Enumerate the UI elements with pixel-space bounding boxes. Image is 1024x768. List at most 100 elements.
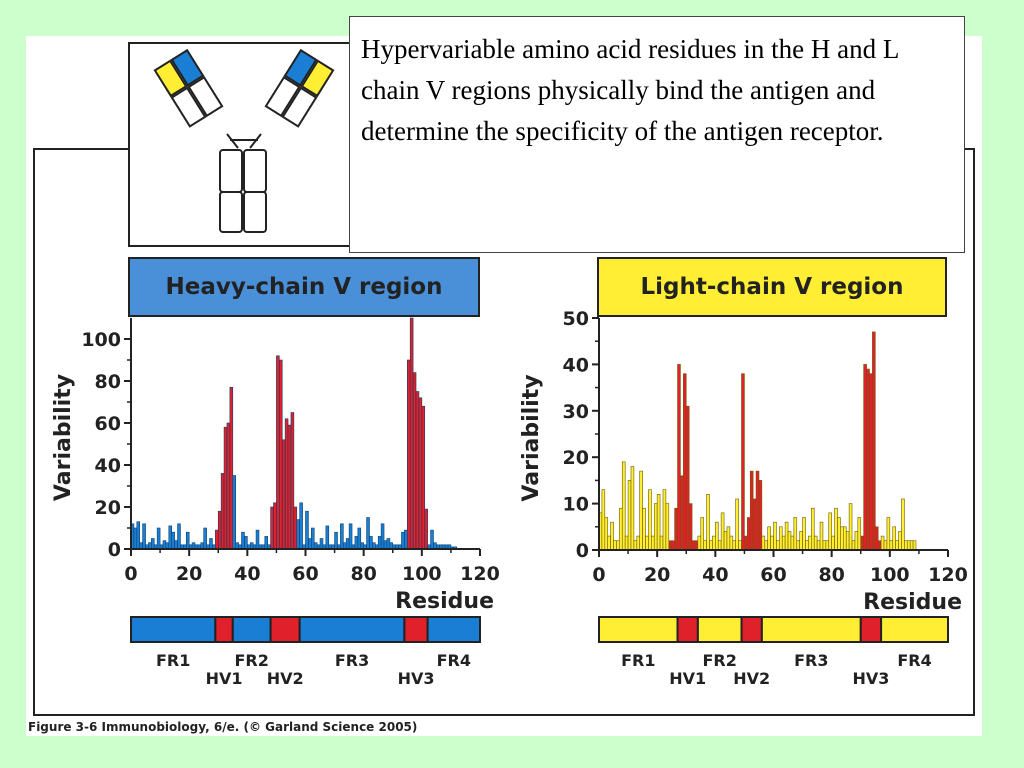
light-bar	[889, 540, 894, 551]
heavy-region-label: FR4	[437, 651, 471, 670]
light-bar	[880, 535, 885, 551]
heavy-bar	[279, 359, 283, 550]
light-bar	[735, 498, 739, 551]
light-bar	[784, 521, 789, 551]
heavy-bar	[421, 405, 426, 550]
heavy-bar	[311, 527, 315, 550]
light-bar	[860, 535, 864, 551]
light-region-segment	[696, 616, 743, 643]
heavy-bar	[369, 536, 373, 550]
light-chain-variable-domain-left	[153, 59, 188, 98]
heavy-bar	[270, 506, 274, 550]
heavy-region-label: HV1	[206, 669, 243, 688]
light-bar	[656, 494, 661, 551]
light-bar	[665, 503, 670, 551]
light-bar	[819, 521, 824, 551]
light-bar	[697, 535, 702, 551]
light-bar	[715, 521, 719, 551]
light-x-tick-label: 100	[870, 564, 910, 586]
light-region-label: FR1	[621, 651, 655, 670]
light-bar	[912, 540, 917, 551]
light-bar	[712, 535, 716, 551]
heavy-bar	[185, 531, 190, 550]
heavy-bar	[380, 523, 385, 550]
heavy-bar	[264, 536, 268, 550]
light-bar	[668, 540, 673, 551]
heavy-y-tick-label: 60	[95, 413, 121, 435]
heavy-y-tick-label: 40	[95, 455, 121, 477]
light-region-segment	[676, 616, 699, 643]
light-bar	[848, 503, 853, 551]
light-x-tick-label: 0	[592, 564, 605, 586]
light-bar	[613, 540, 617, 551]
light-bar	[642, 507, 646, 551]
light-bar	[747, 517, 751, 551]
light-y-tick-label: 10	[563, 494, 589, 516]
light-chart: 0 10 20 30 40 50 0 20 40 60 80 100 120 Residue Variabi…	[519, 308, 968, 688]
light-bar	[630, 466, 635, 551]
heavy-y-tick-label: 20	[95, 497, 121, 519]
light-bar	[726, 526, 731, 551]
light-region-segment	[598, 616, 679, 643]
light-region-segment	[880, 616, 950, 643]
light-bar	[604, 517, 609, 551]
heavy-bar	[325, 525, 330, 550]
light-chain-constant-domain-left	[170, 86, 207, 128]
heavy-bar	[366, 517, 370, 550]
light-bar	[741, 373, 745, 551]
heavy-bar	[273, 502, 277, 550]
light-chain-chart-title: Light-chain V region	[597, 257, 947, 317]
light-bar	[901, 498, 905, 551]
heavy-x-axis-label: Residue	[395, 589, 494, 614]
light-bar	[761, 535, 766, 551]
light-bar	[720, 512, 725, 551]
heavy-bar	[215, 529, 219, 550]
heavy-bar	[412, 372, 417, 550]
light-bar	[688, 503, 693, 551]
light-bar	[811, 507, 815, 551]
light-bar	[776, 540, 780, 551]
heavy-bar	[255, 529, 260, 550]
heavy-bar	[296, 519, 300, 550]
light-bar	[793, 517, 798, 551]
light-x-tick-label: 80	[818, 564, 844, 586]
heavy-bar	[345, 538, 350, 550]
light-bar	[648, 489, 652, 551]
heavy-bar	[162, 540, 167, 550]
light-region-label: HV3	[852, 669, 889, 688]
light-y-tick-label: 20	[563, 447, 589, 469]
light-y-tick-label: 40	[563, 354, 589, 376]
heavy-bar	[244, 536, 248, 550]
heavy-bar	[308, 538, 312, 550]
heavy-bar	[348, 523, 353, 550]
heavy-chart: 0 20 40 60 80 100 0 20 40 60 80 100 120 Residue Variab…	[51, 317, 500, 688]
light-bar	[651, 535, 655, 551]
heavy-bar	[415, 391, 420, 550]
light-bar	[837, 517, 841, 551]
light-bar	[755, 470, 760, 551]
heavy-bar	[290, 412, 295, 550]
light-bar	[653, 503, 658, 551]
heavy-region-segment	[403, 616, 429, 643]
heavy-region-label: FR2	[235, 651, 269, 670]
antibody-hinge	[226, 133, 262, 149]
figure-credit: Figure 3-6 Immunobiology, 6/e. (© Garlan…	[28, 720, 418, 734]
heavy-chain-constant-domain-left	[187, 75, 224, 118]
heavy-region-segment	[214, 616, 234, 643]
light-bar	[645, 535, 649, 551]
light-chain-variable-domain-right	[300, 59, 335, 98]
heavy-bar	[133, 527, 138, 550]
heavy-bar	[424, 508, 428, 550]
light-region-label: FR4	[897, 651, 931, 670]
heavy-bar	[177, 523, 181, 550]
light-bar	[898, 531, 902, 551]
light-bar	[659, 535, 664, 551]
heavy-bar	[229, 386, 234, 550]
heavy-bar	[226, 422, 231, 550]
heavy-bar	[232, 475, 237, 550]
light-bar	[627, 480, 632, 551]
heavy-bar	[136, 521, 141, 550]
heavy-y-axis-label: Variability	[51, 374, 76, 501]
light-bar	[895, 540, 899, 551]
